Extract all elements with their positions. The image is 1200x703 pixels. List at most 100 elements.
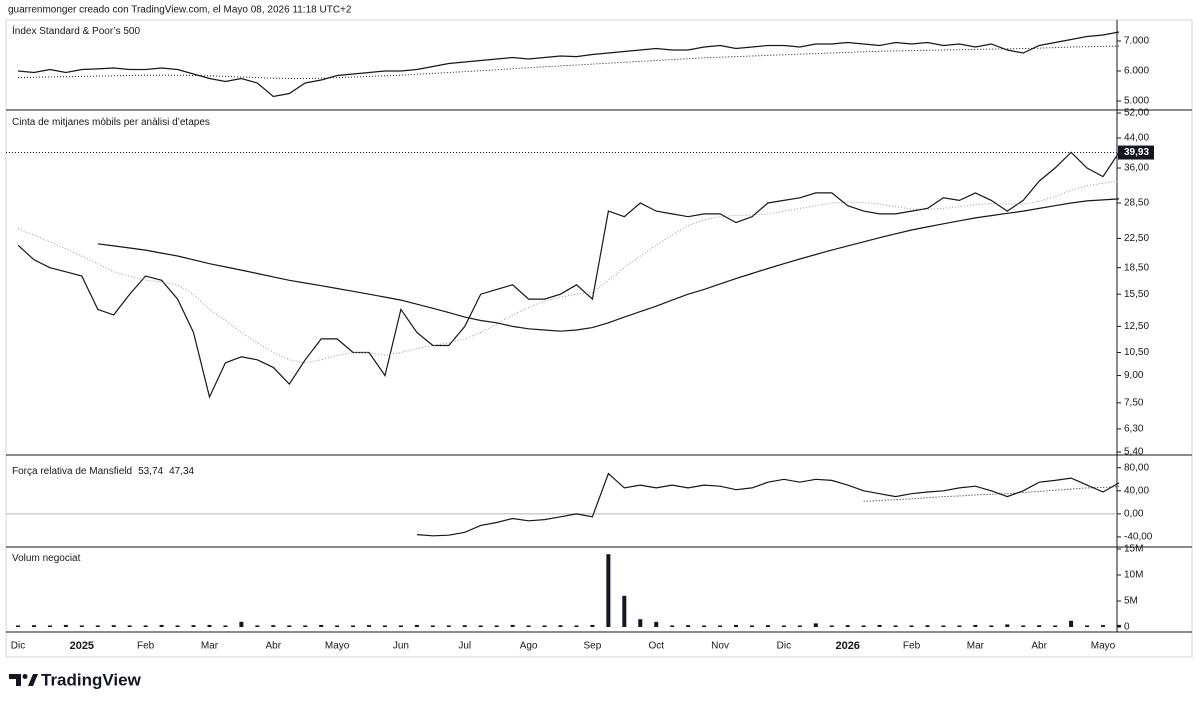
x-tick-label: Dic bbox=[777, 641, 791, 652]
volume-bar bbox=[430, 625, 435, 627]
x-tick-label: Abr bbox=[266, 641, 282, 652]
x-tick-label: Oct bbox=[648, 641, 664, 652]
series-line bbox=[17, 180, 1120, 364]
x-tick-label: Jun bbox=[393, 641, 409, 652]
last-price-label: 39,93 bbox=[1124, 147, 1149, 158]
x-tick-label: Abr bbox=[1031, 641, 1047, 652]
series-line bbox=[863, 486, 1120, 502]
volume-bar bbox=[223, 625, 228, 627]
y-tick-label: 15M bbox=[1124, 544, 1143, 555]
y-tick-label: 10,50 bbox=[1124, 347, 1149, 358]
volume-bar bbox=[1005, 624, 1010, 627]
volume-bar bbox=[16, 625, 20, 627]
volume-bar bbox=[143, 625, 148, 627]
volume-bar bbox=[446, 625, 451, 627]
frame bbox=[5, 19, 1193, 658]
pane-title: Força relativa de Mansfield 53,74 47,34 bbox=[12, 466, 195, 477]
x-tick-label: Dic bbox=[11, 641, 25, 652]
y-tick-label: 10M bbox=[1124, 570, 1143, 581]
volume-bar bbox=[574, 625, 579, 627]
logo-text: TradingView bbox=[41, 670, 142, 689]
volume-bar bbox=[175, 625, 180, 627]
logo-dot bbox=[22, 674, 28, 679]
x-tick-label: Mar bbox=[201, 641, 219, 652]
tradingview-logo: TradingView bbox=[9, 670, 142, 689]
header-text: guarrenmonger creado con TradingView.com… bbox=[8, 5, 352, 16]
series-line bbox=[97, 198, 1120, 332]
legend-value: 47,34 bbox=[169, 466, 194, 477]
volume-bar bbox=[877, 624, 882, 627]
y-tick-label: 12,50 bbox=[1124, 321, 1149, 332]
y-tick-label: 5.000 bbox=[1124, 96, 1149, 107]
x-tick-label: Nov bbox=[711, 641, 729, 652]
legend-value: 53,74 bbox=[138, 466, 163, 477]
volume-bar bbox=[159, 624, 164, 627]
x-tick-label: 2026 bbox=[835, 640, 859, 652]
volume-bar bbox=[1021, 625, 1026, 627]
volume-bar bbox=[31, 625, 36, 627]
volume-bar bbox=[351, 625, 356, 627]
logo-mark bbox=[28, 674, 38, 686]
volume-bar bbox=[638, 619, 643, 627]
x-tick-label: Feb bbox=[137, 641, 155, 652]
pane-title: Cinta de mitjanes mòbils per anàlisi d’e… bbox=[12, 117, 210, 128]
volume-bar bbox=[510, 624, 515, 627]
volume-bar bbox=[127, 625, 132, 627]
y-tick-label: 36,00 bbox=[1124, 163, 1149, 174]
pane-title-text: Índex Standard & Poor’s 500 bbox=[12, 24, 140, 37]
x-tick-label: Feb bbox=[903, 641, 921, 652]
volume-bar bbox=[1085, 625, 1090, 627]
volume-bar bbox=[702, 625, 707, 627]
volume-bar bbox=[829, 625, 834, 627]
volume-bar bbox=[207, 624, 212, 627]
x-tick-label: 2025 bbox=[70, 640, 94, 652]
y-tick-label: 6,30 bbox=[1124, 424, 1144, 435]
volume-bar bbox=[1116, 624, 1121, 627]
y-tick-label: 0 bbox=[1124, 622, 1130, 633]
y-tick-label: 5M bbox=[1124, 596, 1138, 607]
y-tick-label: 6.000 bbox=[1124, 66, 1149, 77]
volume-bar bbox=[398, 625, 403, 627]
volume-bar bbox=[239, 621, 244, 627]
volume-bar bbox=[255, 625, 260, 627]
volume-bar bbox=[718, 625, 723, 627]
volume-bar bbox=[526, 625, 531, 627]
y-tick-label: 7.000 bbox=[1124, 36, 1149, 47]
volume-bar bbox=[478, 625, 483, 627]
volume-bar bbox=[670, 625, 675, 627]
volume-bar bbox=[622, 595, 627, 627]
logo-mark bbox=[9, 674, 21, 686]
volume-bar bbox=[494, 625, 499, 627]
volume-bar bbox=[287, 625, 292, 627]
volume-bar bbox=[765, 625, 770, 627]
volume-bar bbox=[1053, 625, 1058, 627]
y-tick-label: 28,50 bbox=[1124, 198, 1149, 209]
x-tick-label: Sep bbox=[584, 641, 602, 652]
y-tick-label: 9,00 bbox=[1124, 370, 1144, 381]
volume-bar bbox=[303, 625, 308, 627]
pane-title-text: Volum negociat bbox=[12, 553, 81, 564]
y-tick-label: -40,00 bbox=[1124, 532, 1153, 543]
y-tick-label: 80,00 bbox=[1124, 462, 1149, 473]
volume-bar bbox=[781, 625, 786, 627]
pane-title-text: Cinta de mitjanes mòbils per anàlisi d’e… bbox=[12, 117, 210, 128]
volume-bar bbox=[973, 624, 978, 627]
x-tick-label: Mar bbox=[967, 641, 985, 652]
volume-bar bbox=[111, 625, 116, 627]
volume-bar bbox=[319, 624, 324, 627]
last-price-box bbox=[1118, 145, 1154, 160]
volume-bar bbox=[271, 625, 276, 627]
volume-bar bbox=[414, 624, 419, 627]
volume-bar bbox=[909, 625, 914, 627]
volume-bar bbox=[1037, 625, 1042, 627]
volume-bar bbox=[686, 625, 691, 627]
volume-bar bbox=[893, 625, 898, 627]
y-tick-label: 7,50 bbox=[1124, 397, 1144, 408]
volume-bar bbox=[191, 625, 196, 627]
volume-bar bbox=[1101, 625, 1105, 627]
y-tick-label: 0,00 bbox=[1124, 509, 1144, 520]
volume-bar bbox=[79, 625, 84, 627]
volume-bar bbox=[542, 625, 547, 627]
